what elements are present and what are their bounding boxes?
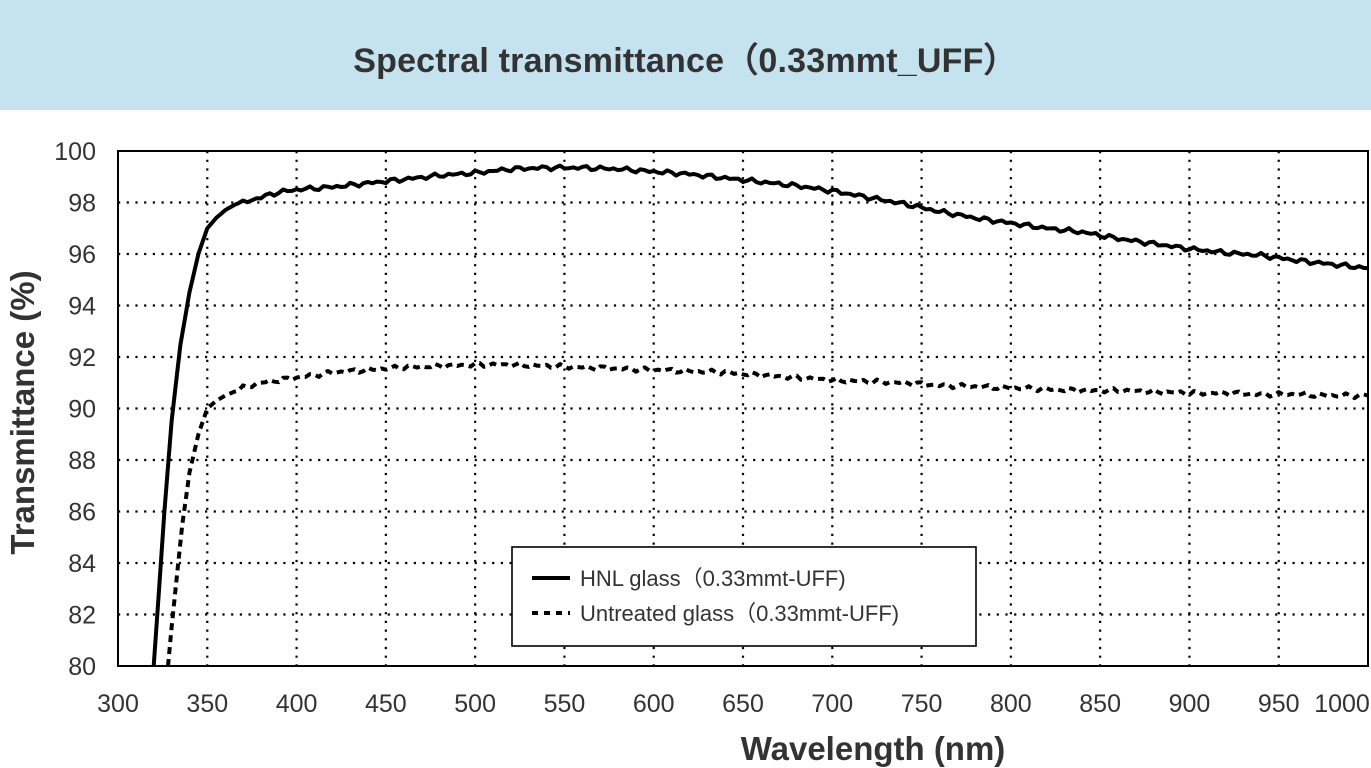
- x-tick-label-450: 450: [365, 690, 407, 718]
- x-tick-label-1000: 1000: [1314, 690, 1370, 718]
- x-tick-label-550: 550: [544, 690, 586, 718]
- legend-label-hnl-glass: HNL glass（0.33mmt-UFF): [580, 566, 846, 591]
- y-tick-label-100: 100: [54, 138, 96, 166]
- chart-title: Spectral transmittance（0.33mmt_UFF）: [353, 41, 1018, 80]
- title-banner: Spectral transmittance（0.33mmt_UFF）: [0, 0, 1371, 110]
- plot-frame: [117, 150, 1369, 667]
- x-tick-label-700: 700: [811, 690, 853, 718]
- y-tick-label-84: 84: [68, 550, 96, 578]
- series-layer: [151, 163, 1368, 666]
- y-tick-label-90: 90: [68, 396, 96, 424]
- legend-label-untreated-glass: Untreated glass（0.33mmt-UFF): [580, 601, 899, 626]
- y-tick-label-82: 82: [68, 602, 96, 630]
- y-tick-label-98: 98: [68, 190, 96, 218]
- y-tick-label-96: 96: [68, 241, 96, 269]
- series-line-hnl-glass: [151, 163, 1368, 666]
- y-tick-label-94: 94: [68, 293, 96, 321]
- y-tick-label-80: 80: [68, 653, 96, 681]
- x-tick-label-750: 750: [901, 690, 943, 718]
- x-tick-label-800: 800: [990, 690, 1032, 718]
- x-axis-label: Wavelength (nm): [741, 730, 1006, 767]
- x-tick-label-900: 900: [1169, 690, 1211, 718]
- x-tick-label-950: 950: [1258, 690, 1300, 718]
- legend-box: [511, 546, 977, 647]
- x-tick-label-600: 600: [633, 690, 675, 718]
- x-tick-label-350: 350: [186, 690, 228, 718]
- x-tick-label-300: 300: [97, 690, 139, 718]
- y-tick-label-88: 88: [68, 447, 96, 475]
- y-axis-ticks: 80 82 84 86 88 90 92 94 96 98 100: [54, 138, 96, 681]
- y-tick-label-86: 86: [68, 499, 96, 527]
- y-tick-label-92: 92: [68, 344, 96, 372]
- x-tick-label-500: 500: [454, 690, 496, 718]
- x-tick-label-850: 850: [1079, 690, 1121, 718]
- x-tick-label-650: 650: [722, 690, 764, 718]
- y-axis-label: Transmittance (%): [4, 270, 41, 554]
- series-line-untreated-glass: [166, 360, 1368, 666]
- x-tick-label-400: 400: [276, 690, 318, 718]
- legend: HNL glass（0.33mmt-UFF) Untreated glass（0…: [511, 546, 977, 647]
- x-axis-ticks: 300 350 400 450 500 550 600 650 700 750 800 850 900 9…: [97, 690, 1370, 718]
